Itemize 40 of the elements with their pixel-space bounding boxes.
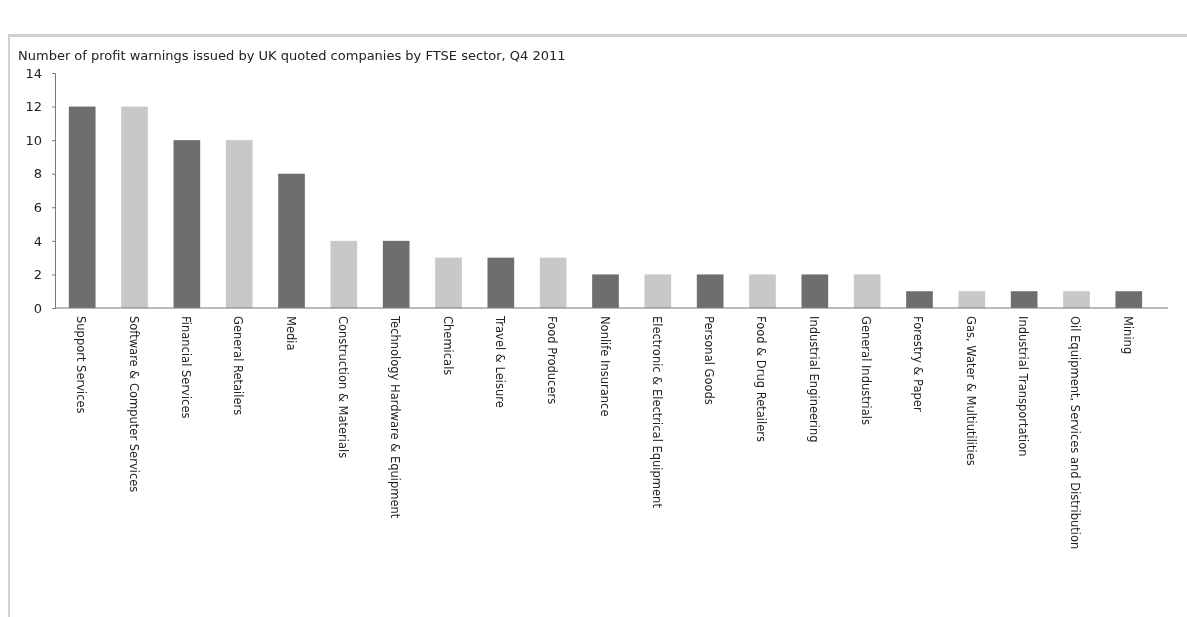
x-tick-label: Software & Computer Services — [126, 316, 141, 493]
y-tick-label: 6 — [33, 199, 42, 215]
bar — [958, 291, 986, 308]
x-tick-label: Food & Drug Retailers — [754, 316, 769, 442]
x-tick-label: Food Producers — [545, 316, 560, 405]
y-tick-label: 12 — [25, 99, 42, 115]
bar — [330, 240, 358, 308]
x-tick-label: Financial Services — [178, 316, 193, 419]
bar — [1063, 291, 1090, 308]
x-tick-label: Industrial Engineering — [806, 316, 821, 443]
y-tick-label: 10 — [25, 132, 42, 148]
bar — [749, 274, 776, 308]
x-tick-label: Mining — [1120, 316, 1135, 355]
bar — [225, 140, 253, 308]
x-tick-label: Media — [283, 316, 298, 351]
x-tick-label: Chemicals — [440, 316, 455, 376]
x-tick-label: Support Services — [74, 316, 89, 414]
y-tick-label: 14 — [25, 65, 42, 81]
x-tick-label: Technology Hardware & Equipment — [388, 315, 403, 519]
x-tick-label: General Retailers — [231, 316, 246, 416]
bar — [121, 106, 148, 308]
x-tick-label: Construction & Materials — [335, 316, 350, 459]
x-tick-label: Travel & Leisure — [492, 315, 507, 408]
x-tick-label: Forestry & Paper — [911, 316, 926, 412]
x-tick-label: Personal Goods — [702, 316, 717, 405]
y-tick-label: 0 — [33, 300, 42, 316]
chart-title: Number of profit warnings issued by UK quoted companies by FTSE sector, Q4 2011 — [18, 48, 566, 63]
bar — [539, 257, 567, 308]
x-tick-label: Electronic & Electrical Equipment — [649, 316, 664, 509]
x-tick-label: Oil Equipment, Services and Distribution — [1068, 316, 1083, 550]
y-tick-label: 4 — [33, 233, 42, 249]
x-tick-label: Gas, Water & Multiutilities — [963, 316, 978, 466]
y-tick-label: 8 — [33, 166, 42, 182]
x-tick-label: Industrial Transportation — [1016, 316, 1031, 457]
bar — [435, 257, 462, 308]
bar — [853, 274, 881, 308]
y-tick-label: 2 — [33, 267, 42, 283]
bar — [644, 274, 672, 308]
x-tick-label: General Industrials — [859, 316, 874, 425]
x-tick-label: Nonlife Insurance — [597, 316, 612, 417]
